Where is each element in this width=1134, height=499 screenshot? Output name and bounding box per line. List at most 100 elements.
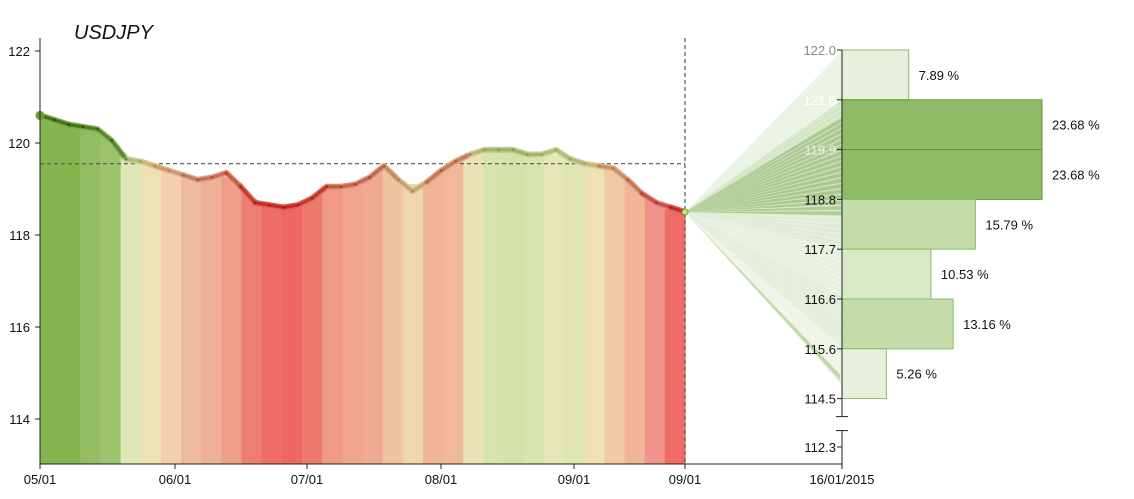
forecast-bin <box>841 99 1043 151</box>
history-line-edge <box>368 164 386 179</box>
history-end-point <box>681 208 689 216</box>
forecast-fan-ray <box>685 212 842 293</box>
forecast-bin-label: 15.79 % <box>985 217 1033 232</box>
x-tick-label: 05/01 <box>24 472 57 487</box>
forecast-fan-ray <box>685 100 842 212</box>
history-line-edge <box>153 164 171 173</box>
history-band <box>463 150 485 464</box>
forecast-bin-label: 10.53 % <box>941 267 989 282</box>
forecast-fan-ray <box>685 212 842 282</box>
history-band <box>564 155 585 464</box>
x-tick-label: 09/01 <box>669 472 702 487</box>
history-band <box>241 187 263 465</box>
history-line-edge <box>52 118 71 127</box>
forecast-tick-label: 117.7 <box>804 242 836 257</box>
forecast-fan-core <box>685 156 842 212</box>
axes <box>35 38 848 469</box>
forecast-fan-ray <box>685 51 842 212</box>
chart-title: USDJPY <box>74 22 155 44</box>
history-line-edge <box>468 148 486 156</box>
forecast-fan-ray <box>685 209 842 216</box>
forecast-bin-label: 7.89 % <box>919 68 960 83</box>
forecast-fan-ray <box>685 212 842 342</box>
y-tick-label: 118 <box>9 228 30 243</box>
history-line-edge <box>511 148 529 156</box>
history-band <box>80 126 102 464</box>
forecast-fan-ray <box>685 212 842 238</box>
forecast-bin <box>841 298 954 350</box>
forecast-fan-outlier <box>685 212 840 381</box>
history-line-edge <box>583 162 601 168</box>
forecast-fan-ray <box>685 212 842 244</box>
history-line-edge <box>611 166 630 182</box>
forecast-fan-ray <box>685 212 842 364</box>
history-line-edge <box>425 169 443 184</box>
history-line-edge <box>310 185 329 200</box>
forecast-fan-ray <box>685 198 842 212</box>
forecast-fan-ray <box>685 212 842 298</box>
forecast-fan-ray <box>685 212 842 249</box>
history-line-edge <box>124 157 142 163</box>
history-band <box>120 152 142 464</box>
forecast-fan-ray <box>685 155 842 212</box>
forecast-bin-label: 23.68 % <box>1052 168 1100 183</box>
history-line-edge <box>196 176 214 182</box>
history-band <box>181 174 202 464</box>
history-line <box>35 110 689 216</box>
history-band <box>160 168 182 464</box>
forecast-bin <box>841 149 1043 200</box>
history-line-edge <box>411 180 429 193</box>
history-band <box>60 121 81 465</box>
forecast-fan-ray <box>685 160 842 212</box>
history-line-edge <box>167 169 185 177</box>
x-tick-label: 09/01 <box>558 472 591 487</box>
history-line-edge <box>353 176 372 186</box>
history-band <box>281 203 303 465</box>
forecast-fan-ray <box>685 72 842 212</box>
history-line-edge <box>67 123 85 129</box>
history-band <box>382 167 404 464</box>
forecast-fan-ray <box>685 212 842 277</box>
history-band <box>201 174 223 464</box>
forecast-fan-ray <box>685 212 842 375</box>
forecast-fan-ray <box>685 56 842 212</box>
forecast-fan-ray <box>685 111 842 212</box>
forecast-fan-ray <box>685 127 842 212</box>
history-line-edge <box>138 159 157 168</box>
forecast-fan-ray <box>685 166 842 212</box>
x-tick-label: 06/01 <box>159 472 192 487</box>
forecast-fan-ray <box>685 212 842 266</box>
history-band <box>40 115 61 465</box>
forecast-fan-ray <box>685 149 842 212</box>
forecast-fan-ray <box>685 212 842 370</box>
history-line-edge <box>540 148 558 156</box>
forecast-tick-label: 121.0 <box>803 93 836 108</box>
forecast-fan-core <box>685 117 842 212</box>
forecast-fan-ray <box>685 182 842 212</box>
history-line-edge <box>81 125 99 131</box>
forecast-fan-ray <box>685 78 842 212</box>
history-band <box>402 183 424 465</box>
history-line-edge <box>396 178 415 193</box>
forecast-fan-ray <box>685 212 842 271</box>
y-tick-label: 120 <box>8 136 30 151</box>
forecast-fan-ray <box>685 204 842 212</box>
history-line-edge <box>253 201 271 207</box>
forecast-fan-core <box>685 134 842 212</box>
history-line-edge <box>110 139 128 161</box>
forecast-date-label: 16/01/2015 <box>809 472 874 487</box>
forecast-fan-ray <box>685 212 842 326</box>
forecast-fan-ray <box>685 61 842 212</box>
forecast-tick-label: 116.6 <box>804 292 836 307</box>
history-line-edge <box>267 203 286 209</box>
x-tick-label: 08/01 <box>425 472 458 487</box>
forecast-fan-core <box>685 178 842 212</box>
forecast-fan-ray <box>685 212 842 255</box>
forecast-fan-ray <box>685 212 842 353</box>
forecast-bin <box>841 49 910 101</box>
y-tick-label: 114 <box>9 412 30 427</box>
history-band <box>523 153 545 464</box>
x-tick-label: 07/01 <box>291 472 324 487</box>
history-line-edge <box>95 127 114 143</box>
forecast-fan-ray <box>685 187 842 212</box>
